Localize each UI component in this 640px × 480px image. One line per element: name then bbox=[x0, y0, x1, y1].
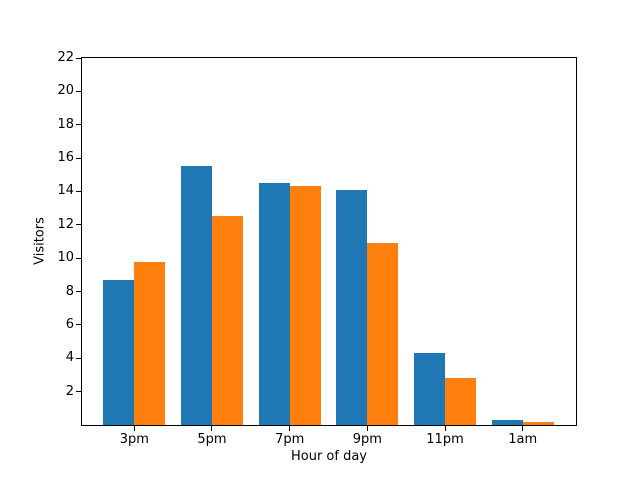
x-tick-mark-7pm bbox=[289, 426, 291, 431]
x-tick-mark-3pm bbox=[133, 426, 135, 431]
y-tick-label-18: 18 bbox=[57, 116, 74, 132]
x-tick-label-5pm: 5pm bbox=[197, 432, 227, 447]
y-tick-label-4: 4 bbox=[65, 350, 74, 366]
x-tick-label-11pm: 11pm bbox=[426, 432, 464, 447]
bar-5pm-series-2 bbox=[211, 216, 243, 425]
y-tick-label-20: 20 bbox=[57, 83, 74, 99]
bar-7pm-series-2 bbox=[289, 186, 321, 425]
y-tick-mark-6 bbox=[76, 324, 81, 326]
y-tick-mark-22 bbox=[76, 57, 81, 59]
bar-9pm-series-1 bbox=[336, 189, 368, 425]
y-axis-label: Visitors bbox=[32, 217, 48, 265]
bar-7pm-series-1 bbox=[258, 183, 290, 425]
y-tick-mark-12 bbox=[76, 224, 81, 226]
bar-11pm-series-2 bbox=[445, 378, 477, 425]
y-tick-label-10: 10 bbox=[57, 250, 74, 266]
x-tick-label-1am: 1am bbox=[508, 432, 538, 447]
x-tick-mark-11pm bbox=[444, 426, 446, 431]
y-tick-mark-14 bbox=[76, 190, 81, 192]
y-tick-mark-20 bbox=[76, 90, 81, 92]
y-tick-label-14: 14 bbox=[57, 183, 74, 199]
y-tick-mark-2 bbox=[76, 391, 81, 393]
bar-9pm-series-2 bbox=[367, 243, 399, 425]
y-tick-mark-16 bbox=[76, 157, 81, 159]
x-tick-label-7pm: 7pm bbox=[275, 432, 305, 447]
y-tick-mark-18 bbox=[76, 124, 81, 126]
x-tick-mark-1am bbox=[522, 426, 524, 431]
x-tick-label-9pm: 9pm bbox=[352, 432, 382, 447]
x-tick-mark-9pm bbox=[366, 426, 368, 431]
y-tick-mark-4 bbox=[76, 357, 81, 359]
bar-1am-series-2 bbox=[522, 421, 554, 425]
y-tick-mark-8 bbox=[76, 291, 81, 293]
bar-5pm-series-1 bbox=[180, 166, 212, 425]
x-tick-label-3pm: 3pm bbox=[119, 432, 149, 447]
y-tick-label-12: 12 bbox=[57, 216, 74, 232]
bar-3pm-series-1 bbox=[103, 279, 135, 425]
bar-1am-series-1 bbox=[491, 420, 523, 425]
y-tick-label-22: 22 bbox=[57, 50, 74, 65]
y-tick-label-6: 6 bbox=[65, 316, 74, 332]
y-tick-label-2: 2 bbox=[65, 383, 74, 399]
y-tick-label-16: 16 bbox=[57, 150, 74, 166]
bar-3pm-series-2 bbox=[134, 261, 166, 425]
x-axis-label: Hour of day bbox=[290, 449, 368, 464]
plot-area: 2 4 6 8 10 12 14 16 18 20 22 3pm 5pm 7pm 9pm 11pm 1am bbox=[57, 50, 577, 447]
x-tick-mark-5pm bbox=[211, 426, 213, 431]
y-tick-mark-10 bbox=[76, 257, 81, 259]
y-tick-label-8: 8 bbox=[65, 283, 74, 299]
bar-11pm-series-1 bbox=[414, 353, 446, 425]
